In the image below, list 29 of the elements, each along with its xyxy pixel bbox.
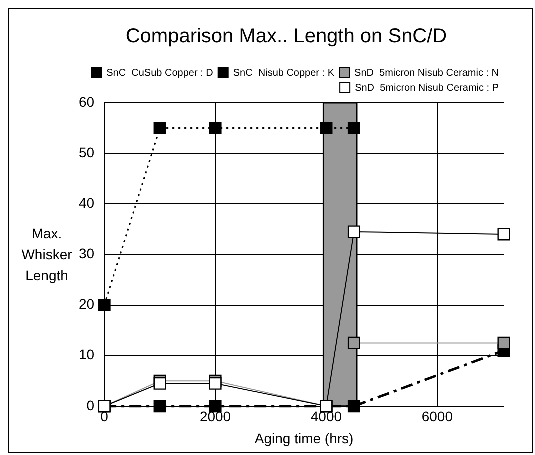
x-tick-label: 6000 — [422, 408, 454, 425]
point — [348, 336, 360, 350]
chart-title: Comparison Max.. Length on SnC/D — [126, 26, 448, 48]
point — [154, 400, 166, 413]
y-tick-label: 50 — [78, 144, 95, 160]
y-tick-label: 30 — [78, 246, 95, 262]
point — [320, 122, 333, 135]
legend-label: SnC CuSub Copper : D — [106, 68, 214, 79]
point — [154, 377, 166, 390]
point — [209, 122, 222, 135]
legend-label: SnC Nisub Copper : K — [233, 68, 335, 79]
x-tick-label: 4000 — [310, 408, 342, 425]
x-axis-title: Aging time (hrs) — [254, 430, 354, 446]
x-tick-label: 2000 — [200, 408, 232, 425]
y-tick-label: 60 — [78, 94, 95, 110]
y-axis-title: Max. Whisker Length — [22, 226, 73, 284]
point — [348, 226, 360, 238]
point — [154, 122, 166, 135]
point — [348, 122, 360, 135]
point — [209, 377, 222, 390]
point — [98, 299, 111, 312]
y-tick-label: 0 — [86, 397, 95, 414]
y-tick-label: 40 — [78, 194, 95, 211]
y-tick-label: 10 — [78, 346, 95, 363]
legend-label: SnD 5micron Nisub Ceramic : P — [355, 82, 500, 94]
point — [498, 336, 510, 350]
legend-label: SnD 5micron Nisub Ceramic : N — [354, 68, 499, 79]
y-tick-label: 20 — [78, 296, 95, 312]
point — [348, 400, 360, 413]
